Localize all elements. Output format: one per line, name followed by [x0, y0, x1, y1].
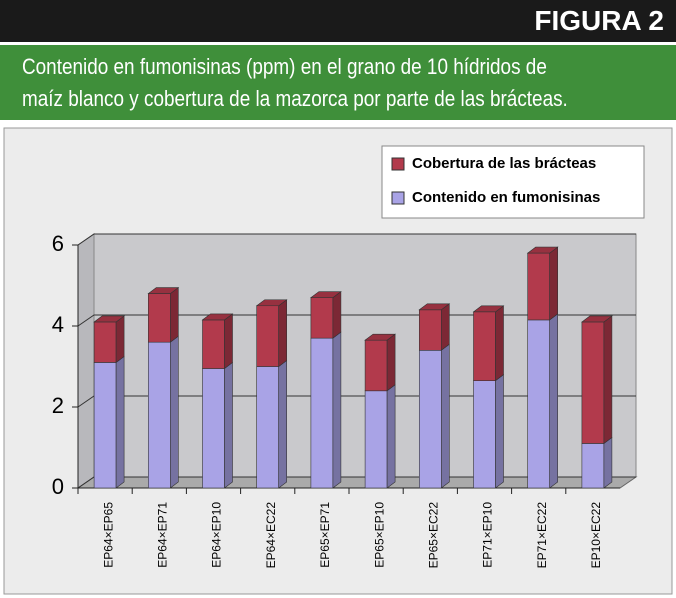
bar-side	[386, 333, 396, 392]
bar-side	[603, 436, 613, 489]
bar-side	[440, 343, 450, 489]
bar-segment	[147, 287, 180, 343]
y-tick-label: 2	[52, 393, 64, 418]
bar-side	[549, 246, 559, 321]
x-tick-label: EP64×EC22	[264, 502, 278, 569]
bar-front	[93, 362, 117, 489]
bar-side	[170, 287, 179, 343]
bar-side	[603, 315, 613, 445]
bar-side	[332, 291, 342, 339]
bar-side	[278, 299, 288, 368]
x-tick-label: EP10×EC22	[589, 502, 603, 569]
bar-segment	[473, 374, 504, 489]
side-wall	[77, 233, 95, 489]
x-tick-label: EP64×EP71	[155, 502, 169, 568]
bar-side	[386, 384, 396, 489]
figure-label: FIGURA 2	[534, 5, 664, 36]
bar-segment	[364, 333, 397, 392]
x-tick-label: EP65×EP71	[318, 502, 332, 568]
bar-side	[549, 313, 559, 489]
bar-top	[147, 287, 180, 294]
bar-side	[224, 361, 233, 489]
bar-front	[418, 309, 442, 351]
legend-swatch	[391, 191, 405, 205]
bar-side	[115, 315, 125, 364]
bar-segment	[526, 246, 559, 321]
bar-segment	[310, 331, 342, 489]
bar-side	[495, 305, 504, 382]
bar-top	[93, 315, 125, 323]
legend-swatch	[391, 157, 405, 171]
bar-front	[473, 380, 496, 489]
bar-front	[256, 305, 280, 367]
caption-line: maíz blanco y cobertura de la mazorca po…	[22, 86, 568, 111]
bar-top	[581, 315, 613, 323]
y-tick-label: 4	[52, 312, 64, 337]
bar-side	[170, 335, 179, 489]
bar-top	[364, 333, 397, 341]
bar-segment	[93, 315, 125, 364]
bar-front	[418, 350, 442, 489]
y-tick-label: 6	[52, 231, 64, 256]
bar-side	[332, 331, 342, 489]
header-bar: FIGURA 2	[0, 0, 676, 42]
legend-box	[381, 145, 645, 219]
x-tick-label: EP64×EP10	[210, 502, 224, 568]
grid-line	[77, 233, 636, 246]
bar-front	[527, 319, 551, 489]
bar-front	[473, 311, 496, 381]
bar-segment	[201, 313, 234, 370]
bar-front	[581, 321, 605, 444]
bar-segment	[581, 436, 613, 489]
bar-segment	[472, 305, 505, 382]
bar-segment	[527, 313, 559, 489]
bar-segment	[364, 384, 396, 489]
caption: Contenido en fumonisinas (ppm) en el gra…	[0, 45, 676, 120]
bar-front	[364, 339, 388, 392]
bar-side	[440, 303, 450, 351]
bar-front	[527, 252, 551, 321]
bar-side	[115, 355, 125, 489]
caption-line: Contenido en fumonisinas (ppm) en el gra…	[22, 54, 547, 79]
grid-line	[77, 314, 636, 327]
legend-label: Cobertura de las brácteas	[412, 155, 596, 172]
chart: 0 2 4 6 EP64×EP65 EP64×EP71 EP64×EP10 EP64×EC22…	[3, 127, 673, 595]
bar-front	[581, 443, 605, 489]
bar-front	[256, 366, 280, 489]
bar-front	[148, 293, 171, 343]
bar-top	[418, 303, 451, 311]
bar-segment	[202, 361, 233, 489]
bar-segment	[581, 315, 613, 445]
bar-segment	[255, 299, 288, 368]
bar-top	[526, 246, 559, 254]
bar-front	[202, 319, 225, 369]
bar-segment	[418, 343, 450, 489]
bar-side	[224, 313, 233, 370]
bar-segment	[93, 355, 125, 489]
bar-top	[255, 299, 288, 307]
bar-front	[148, 341, 171, 489]
bar-segment	[256, 359, 288, 489]
bar-side	[495, 374, 504, 489]
bar-top	[309, 291, 342, 298]
bar-front	[310, 337, 334, 489]
bar-segment	[148, 335, 179, 489]
y-tick-label: 0	[52, 474, 64, 499]
bar-top	[472, 305, 505, 313]
x-tick-label: EP71×EP10	[481, 502, 495, 568]
bar-front	[93, 321, 117, 363]
bar-side	[278, 359, 288, 489]
x-tick-label: EP65×EC22	[426, 502, 440, 569]
x-tick-label: EP65×EP10	[372, 502, 386, 568]
x-tick-label: EP71×EC22	[535, 502, 549, 569]
legend-label: Contenido en fumonisinas	[412, 189, 600, 206]
bar-front	[364, 390, 388, 489]
bar-front	[310, 297, 334, 339]
bar-segment	[309, 291, 342, 339]
x-tick-label: EP64×EP65	[101, 502, 115, 568]
bar-top	[201, 313, 234, 321]
bar-front	[202, 368, 225, 489]
bar-segment	[418, 303, 451, 351]
